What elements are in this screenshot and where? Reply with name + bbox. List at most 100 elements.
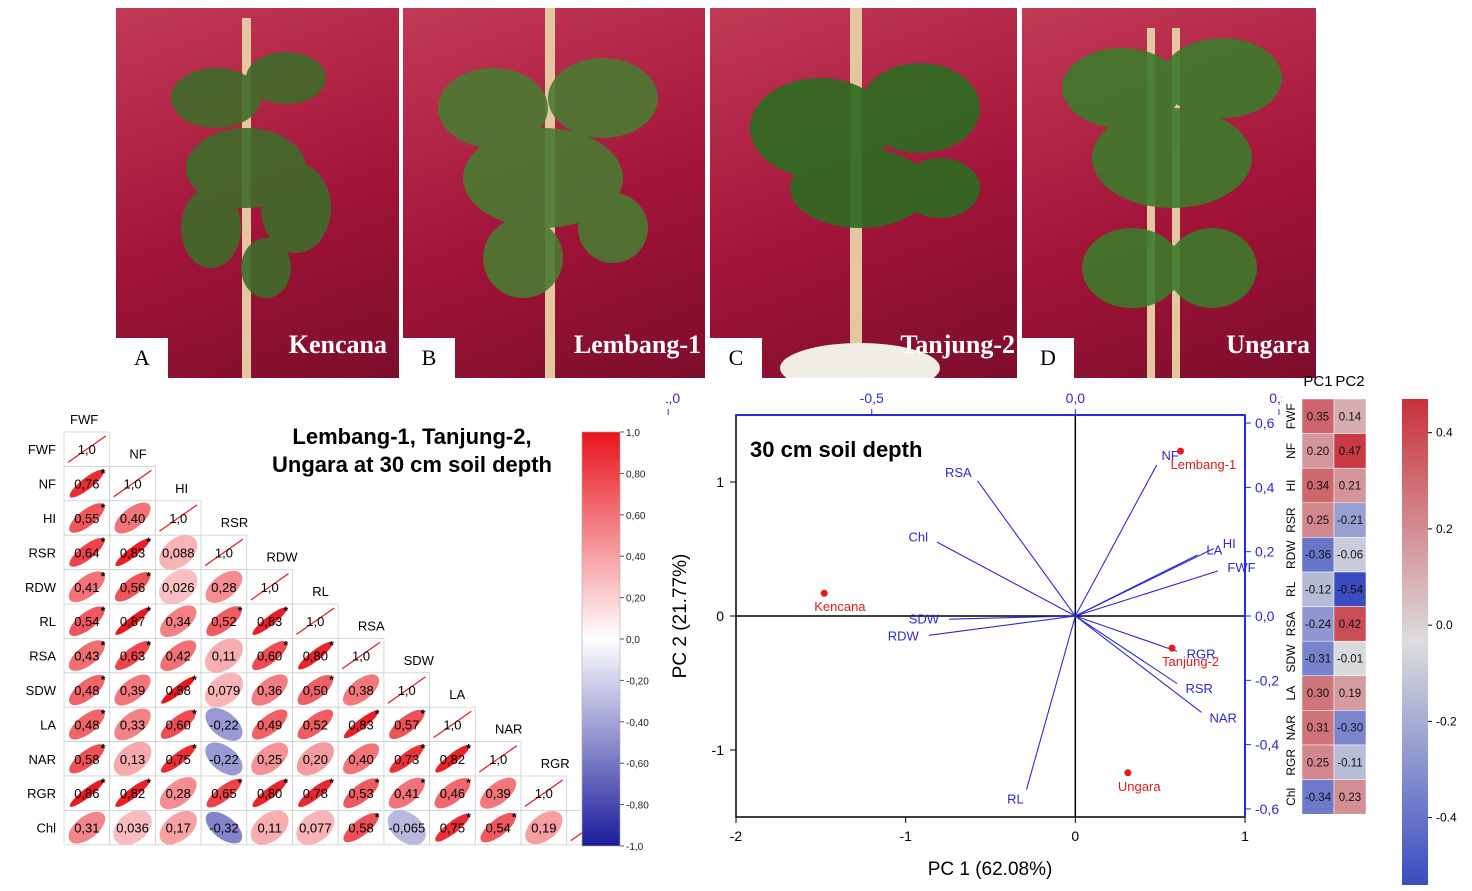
loading-value: -0.30 [1337,723,1363,735]
column-label: RSR [221,515,248,530]
correlation-value: 0,55 [74,511,99,526]
correlation-ellipse [297,675,334,705]
diagonal-line [387,676,426,704]
right-tick-label: -0,4 [1255,737,1279,753]
row-label: RSR [1284,507,1298,533]
row-label: SDW [26,683,57,698]
significance-star: * [101,570,106,584]
loading-label: RSR [1185,681,1212,696]
score-point [1177,447,1185,455]
correlation-value: 0,58 [348,821,373,836]
loading-value: 0.35 [1307,411,1329,423]
significance-star: * [421,742,426,756]
correlation-value: 1,0 [169,511,187,526]
loading-label: RL [1007,791,1024,806]
significance-star: * [466,742,471,756]
correlation-value: 0,17 [166,821,191,836]
row-label: Chl [36,821,56,836]
correlation-value: 0,60 [166,717,191,732]
panel-letter: B [403,338,455,378]
correlation-ellipse [115,641,151,671]
significance-star: * [284,638,289,652]
plant-illustration [1062,28,1282,378]
loading-vector [1074,615,1202,713]
column-label: SDW [404,653,435,668]
correlation-ellipse [205,742,243,776]
correlation-value: 0,54 [485,821,510,836]
correlation-value: 0,40 [348,752,373,767]
photo-kencana: A Kencana [116,8,399,378]
correlation-value: 0,73 [394,752,419,767]
correlation-ellipse [387,810,426,845]
legend-tick-label: 0,40 [626,552,646,563]
correlation-value: 0,42 [166,649,191,664]
significance-star: * [192,742,197,756]
correlation-ellipse [389,744,425,773]
loading-cell [1333,467,1367,504]
significance-star: * [101,535,106,549]
diagonal-line [478,745,518,773]
loading-cell [1301,571,1335,607]
correlation-ellipse [68,571,105,603]
correlation-ellipse [69,709,105,740]
correlation-ellipse [69,779,104,807]
correlation-value: -0,22 [209,717,239,732]
correlation-ellipse [69,674,105,706]
column-label: HI [175,481,188,496]
legend-tick-label: 0,60 [626,511,646,522]
correlation-ellipse [159,535,198,570]
correlation-value: 1,0 [398,683,416,698]
right-tick-label: -0,6 [1255,801,1279,817]
correlation-ellipse [342,674,380,706]
loading-value: -0.36 [1305,550,1331,562]
column-label: RL [312,584,329,599]
loading-value: -0.06 [1337,550,1363,562]
correlation-value: 0,75 [440,821,465,836]
loading-cell [1301,398,1335,434]
score-label: Kencana [814,599,866,614]
score-label: Lembang-1 [1171,457,1237,472]
correlation-value: 0,39 [485,786,510,801]
correlation-ellipse [389,709,425,740]
x-tick-label: -1 [899,828,912,844]
loading-value: -0.31 [1305,654,1331,666]
loading-cell [1333,433,1367,469]
correlation-value: 0,56 [120,580,145,595]
correlation-value: 1,0 [443,717,461,732]
significance-star: * [101,673,106,687]
score-label: Tanjung-2 [1162,654,1219,669]
correlation-value: 0,58 [74,752,99,767]
loading-label: LA [1206,542,1222,557]
loading-vector [1075,570,1219,617]
loading-vector [1025,615,1076,790]
plant-illustration [750,8,980,378]
correlation-ellipse [480,812,516,843]
loading-value: 0.47 [1339,446,1361,458]
column-label: RGR [541,756,570,771]
correlation-ellipse [113,741,152,776]
row-label: LA [40,717,56,732]
significance-star: * [146,535,151,549]
correlation-ellipse [204,672,243,708]
correlation-value: 0,19 [531,821,556,836]
loading-cell [1301,640,1335,677]
correlation-ellipse [69,744,105,774]
panel-letter: D [1022,338,1074,378]
loading-cell [1301,467,1335,504]
plant-illustration [438,8,658,378]
y-axis-label: PC 2 (21.77%) [670,554,691,679]
correlation-value: 0,86 [74,786,99,801]
correlation-ellipse [205,707,243,741]
correlation-ellipse [343,743,380,775]
cultivar-name: Ungara [1226,330,1310,359]
legend-tick-label: -1,0 [626,842,644,853]
loading-cell [1301,675,1335,711]
correlation-ellipse [68,811,106,844]
correlation-value: 0,036 [116,821,149,836]
correlation-value: 0,088 [162,545,195,560]
loading-cell [1301,537,1335,573]
correlation-value: 1,0 [535,786,553,801]
column-label: NF [129,446,146,461]
significance-star: * [329,638,334,652]
row-label: FWF [28,442,56,457]
